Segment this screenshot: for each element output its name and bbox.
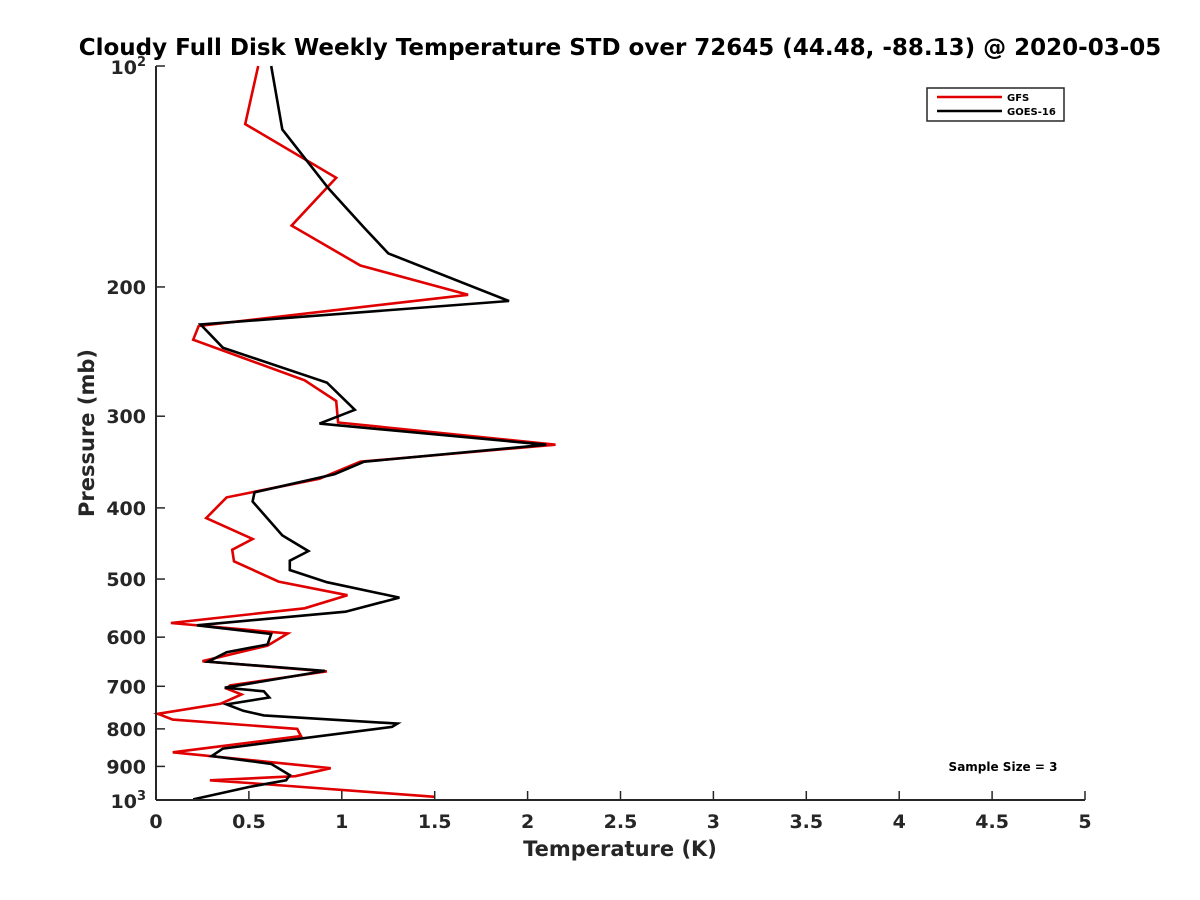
series-layer xyxy=(152,65,556,801)
y-tick-exponent: 3 xyxy=(137,789,146,804)
legend-label: GFS xyxy=(1007,93,1029,104)
y-tick-base: 10 xyxy=(111,57,137,79)
plot-area xyxy=(156,66,1085,800)
y-tick-label: 800 xyxy=(106,719,146,741)
x-tick-label: 4 xyxy=(893,811,906,833)
legend-box xyxy=(926,87,1065,122)
y-tick-label: 700 xyxy=(106,676,146,698)
x-tick-label: 3.5 xyxy=(789,811,823,833)
y-tick-label: 900 xyxy=(106,756,146,778)
sample-size-annotation: Sample Size = 3 xyxy=(949,760,1058,774)
legend-label: GOES-16 xyxy=(1007,107,1056,118)
y-tick-label: 600 xyxy=(106,627,146,649)
x-tick-label: 3 xyxy=(707,811,720,833)
y-tick-base: 10 xyxy=(111,791,137,813)
x-tick-label: 2.5 xyxy=(604,811,638,833)
y-tick-label: 200 xyxy=(106,277,146,299)
x-tick-label: 1.5 xyxy=(418,811,452,833)
x-tick-label: 1 xyxy=(335,811,348,833)
series-line-goes-16 xyxy=(192,65,547,801)
y-tick-label: 300 xyxy=(106,406,146,428)
x-tick-label: 2 xyxy=(521,811,534,833)
series-line-gfs xyxy=(152,65,556,799)
y-tick-label: 500 xyxy=(106,569,146,591)
x-tick-label: 5 xyxy=(1078,811,1091,833)
x-tick-label: 0 xyxy=(149,811,162,833)
y-tick-label: 400 xyxy=(106,498,146,520)
x-axis-ticks: 0 0.5 1 1.5 2 2.5 3 3.5 4 4.5 5 xyxy=(149,791,1092,833)
x-tick-label: 4.5 xyxy=(975,811,1009,833)
legend: GFS GOES-16 xyxy=(926,87,1065,122)
y-axis-label: Pressure (mb) xyxy=(75,349,99,517)
y-tick-label: 103 xyxy=(111,789,147,813)
y-tick-label: 102 xyxy=(111,55,147,79)
y-tick-exponent: 2 xyxy=(137,55,146,70)
x-axis-label: Temperature (K) xyxy=(523,837,717,861)
chart-title: Cloudy Full Disk Weekly Temperature STD … xyxy=(79,35,1162,61)
x-tick-label: 0.5 xyxy=(232,811,266,833)
